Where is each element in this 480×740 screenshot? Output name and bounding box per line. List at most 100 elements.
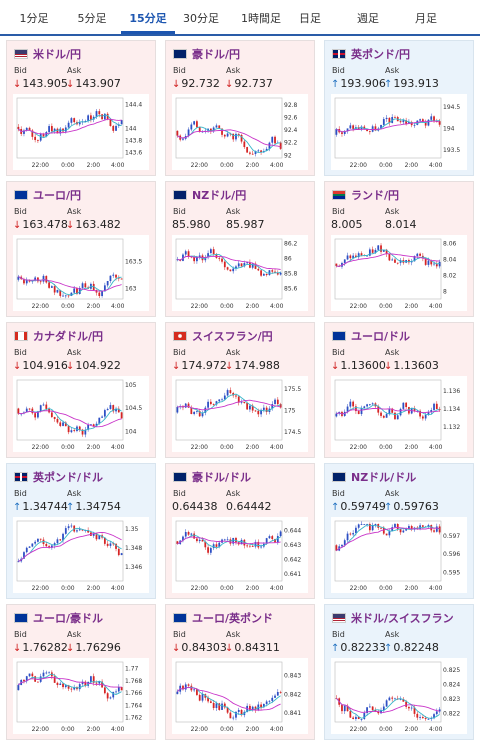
mini-chart[interactable]: 0.644 0.643 0.642 0.641 22:00 0:00 2:00 4:00 [172,517,308,593]
candle-body [84,429,87,435]
pair-title[interactable]: 米ドル/円 [14,47,81,61]
candle-body [193,121,196,125]
candle-body [81,283,84,288]
rate-card[interactable]: NZドル/円 Bid Ask 85.980 85.987 86.2 86 85.8 85.6 22… [165,181,315,317]
mini-chart[interactable]: 105 104.5 104 22:00 0:00 2:00 4:00 [13,376,149,452]
rate-card[interactable]: 豪ドル/ドル Bid Ask 0.64438 0.64442 0.644 0.643 0.64… [165,463,315,599]
mini-chart[interactable]: 194.5 194 193.5 22:00 0:00 2:00 4:00 [331,94,467,170]
candle-body [368,706,371,708]
tab-7[interactable]: 月足 [415,12,437,25]
rate-card[interactable]: ユーロ/円 Bid Ask ↓163.478 ↓163.482 163.5 163 22:00… [6,181,156,317]
pair-title[interactable]: 豪ドル/円 [173,47,240,61]
candle-body [84,283,87,288]
rate-card[interactable]: ユーロ/英ポンド Bid Ask ↓0.84303 ↓0.84311 0.843 0.842… [165,604,315,740]
chart-frame [16,661,124,723]
candle-body [380,527,382,529]
candle-body [363,713,366,719]
pair-title[interactable]: 英ポンド/ドル [14,470,103,484]
rate-card[interactable]: スイスフラン/円 Bid Ask ↓174.972 ↓174.988 175.5 175 17… [165,322,315,458]
mini-chart[interactable]: 1.136 1.134 1.132 22:00 0:00 2:00 4:00 [331,376,467,452]
mini-chart[interactable]: 1.35 1.348 1.346 22:00 0:00 2:00 4:00 [13,517,149,593]
x-tick-label: 2:00 [87,444,101,451]
ask-label: Ask [226,630,241,639]
mini-chart[interactable]: 0.843 0.842 0.841 22:00 0:00 2:00 4:00 [172,658,308,734]
candle-body [37,277,39,282]
bid-label: Bid [14,66,27,75]
mini-chart[interactable]: 92.8 92.6 92.4 92.2 92 22:00 0:00 2:00 4:00 [172,94,308,170]
x-tick-label: 22:00 [191,726,208,733]
candle-body [25,127,28,131]
pair-title[interactable]: ユーロ/ドル [332,329,410,343]
pair-title[interactable]: 豪ドル/ドル [173,470,251,484]
candle-body [435,711,438,715]
ma-long-line [177,536,281,545]
pair-title[interactable]: ユーロ/英ポンド [173,611,273,625]
rate-card[interactable]: カナダドル/円 Bid Ask ↓104.916 ↓104.922 105 104.5 104… [6,322,156,458]
rate-card[interactable]: 米ドル/スイスフラン Bid Ask ↑0.82233 ↑0.82248 0.825 0.8… [324,604,474,740]
rate-card[interactable]: ユーロ/ドル Bid Ask ↓1.13600 ↓1.13603 1.136 1.134 1.… [324,322,474,458]
rate-card[interactable]: 英ポンド/ドル Bid Ask ↑1.34744 ↑1.34754 1.35 1.348 1.… [6,463,156,599]
tab-3[interactable]: 30分足 [183,12,219,25]
candle-body [28,408,31,410]
candle-body [70,688,73,690]
arrow-down-icon: ↓ [225,643,234,654]
rate-card[interactable]: 豪ドル/円 Bid Ask ↓92.732 ↓92.737 92.8 92.6 92.4 92.… [165,40,315,176]
rate-card[interactable]: ユーロ/豪ドル Bid Ask ↓1.76282 ↓1.76296 1.77 1.768 1.… [6,604,156,740]
candle-body [260,704,262,708]
mini-chart[interactable]: 86.2 86 85.8 85.6 22:00 0:00 2:00 4:00 [172,235,308,311]
candle-body [64,295,67,297]
candle-body [17,408,20,414]
rate-card[interactable]: ランド/円 Bid Ask 8.005 8.014 8.06 8.04 8.02 8 22:00 0… [324,181,474,317]
candle-body [34,277,37,281]
mini-chart[interactable]: 175.5 175 174.5 22:00 0:00 2:00 4:00 [172,376,308,452]
pair-title[interactable]: 英ポンド/円 [332,47,410,61]
pair-title[interactable]: スイスフラン/円 [173,329,273,343]
mini-chart[interactable]: 1.77 1.768 1.766 1.764 1.762 22:00 0:00 2:00 4:0… [13,658,149,734]
candle-body [257,541,260,548]
bid-value: ↑0.59749 [331,500,386,513]
candle-body [226,267,229,270]
tab-0[interactable]: 1分足 [19,12,49,25]
y-tick-label: 0.597 [443,533,460,540]
arrow-down-icon: ↓ [13,79,22,90]
tab-1[interactable]: 5分足 [77,12,107,25]
tab-5[interactable]: 日足 [299,12,321,25]
candle-body [182,685,184,690]
candle-body [427,260,430,265]
pair-title[interactable]: ユーロ/円 [14,188,81,202]
tab-2[interactable]: 15分足 [121,0,175,34]
pair-name: 米ドル/円 [33,48,82,61]
candle-body [67,526,70,529]
pair-title[interactable]: ユーロ/豪ドル [14,611,103,625]
tab-4[interactable]: 1時間足 [241,12,281,25]
candle-body [67,295,70,297]
candle-body [25,547,28,553]
candle-body [265,148,268,151]
mini-chart[interactable]: 144.4 144 143.8 143.6 22:00 0:00 2:00 4:00 [13,94,149,170]
pair-title[interactable]: NZドル/円 [173,188,246,202]
pair-title[interactable]: 米ドル/スイスフラン [332,611,454,625]
rate-card[interactable]: 英ポンド/円 Bid Ask ↑193.906 ↑193.913 194.5 194 193.… [324,40,474,176]
mini-chart[interactable]: 163.5 163 22:00 0:00 2:00 4:00 [13,235,149,311]
mini-chart[interactable]: 8.06 8.04 8.02 8 22:00 0:00 2:00 4:00 [331,235,467,311]
pair-title[interactable]: カナダドル/円 [14,329,103,343]
candle-body [235,711,237,718]
candle-body [226,539,229,541]
x-tick-label: 4:00 [270,444,284,451]
pair-title[interactable]: ランド/円 [332,188,399,202]
rate-card[interactable]: 米ドル/円 Bid Ask ↓143.905 ↓143.907 144.4 144 143.8… [6,40,156,176]
pair-title[interactable]: NZドル/ドル [332,470,416,484]
rate-card[interactable]: NZドル/ドル Bid Ask ↑0.59749 ↑0.59763 0.597 0.596 0… [324,463,474,599]
arrow-down-icon: ↓ [172,79,181,90]
candle-body [187,532,190,535]
candle-body [115,274,117,278]
y-tick-label: 8.04 [443,257,457,264]
chart-svg: 0.597 0.596 0.595 22:00 0:00 2:00 4:00 [334,520,460,592]
candle-body [357,524,360,528]
ask-value-text: 1.76296 [75,641,121,654]
tab-6[interactable]: 週足 [357,12,379,25]
x-tick-label: 4:00 [429,726,443,733]
mini-chart[interactable]: 0.597 0.596 0.595 22:00 0:00 2:00 4:00 [331,517,467,593]
x-tick-label: 4:00 [429,303,443,310]
mini-chart[interactable]: 0.825 0.824 0.823 0.822 22:00 0:00 2:00 4:00 [331,658,467,734]
